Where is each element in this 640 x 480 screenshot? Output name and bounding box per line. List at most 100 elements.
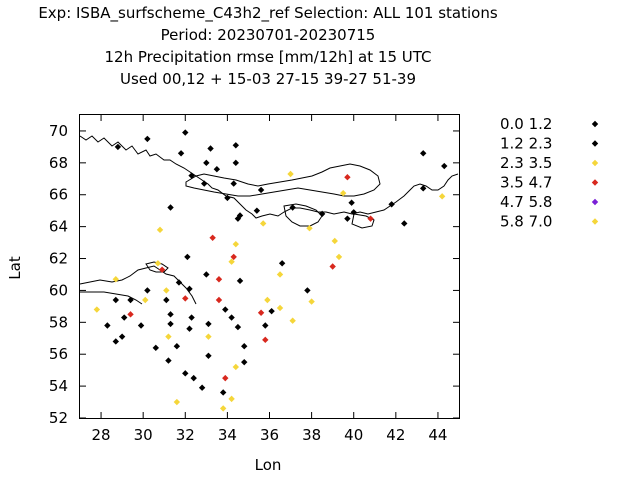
x-tick-label: 34 [218,426,237,444]
data-point [241,343,248,350]
data-point [232,240,240,248]
legend: 0.0 1.2 1.2 2.32.3 3.5 3.5 4.74.7 5.8 5.8 7… [500,115,599,231]
legend-label: 3.5 4.7 [500,174,552,192]
data-point [219,405,227,412]
title-line-4: Used 00,12 + 15-03 27-15 39-27 51-39 [119,70,416,88]
data-point [344,215,351,222]
data-point [175,279,183,286]
data-point [127,311,134,318]
data-point [104,322,111,329]
x-tick-label: 42 [386,426,405,444]
data-point [318,210,326,218]
x-tick-label: 36 [260,426,279,444]
data-point [152,344,159,352]
data-point [276,304,284,312]
legend-marker [591,140,599,147]
data-point [163,296,170,304]
data-point [163,287,170,294]
data-point [289,204,296,211]
y-tick-label: 64 [49,218,68,236]
data-point [230,253,237,261]
data-point [201,180,208,187]
y-tick-label: 60 [49,281,68,299]
data-point [262,336,269,344]
data-point [367,215,374,222]
data-point [205,333,212,340]
data-point [165,357,172,364]
data-point [137,322,145,329]
data-point [215,276,223,283]
legend-label: 4.7 5.8 [500,193,552,211]
data-point [186,325,193,332]
data-point [253,207,261,214]
data-point [350,209,357,216]
data-point [234,323,242,331]
data-point [420,185,427,192]
legend-label: 2.3 3.5 [500,154,552,172]
data-point [112,296,119,304]
data-point [339,189,347,197]
data-point [182,129,189,136]
data-point [232,363,240,371]
legend-label: 0.0 1.2 [500,115,552,133]
data-point [236,277,244,285]
data-point [167,311,174,318]
data-point [222,306,229,313]
data-point [224,194,231,202]
legend-marker [591,198,599,206]
data-point [127,296,134,304]
y-tick-label: 70 [49,122,68,140]
data-point [276,271,284,278]
data-point [232,159,240,167]
data-point [142,296,149,304]
data-point [112,276,119,283]
data-point [287,170,294,178]
data-point [335,253,343,261]
data-point [259,220,267,227]
data-point [257,309,265,316]
data-point [329,263,336,270]
data-point [167,320,174,328]
x-tick-label: 28 [92,426,111,444]
title-line-3: 12h Precipitation rmse [mm/12h] at 15 UT… [104,48,432,66]
data-point [232,142,240,149]
data-point [219,389,227,396]
data-point [209,234,216,241]
data-point [215,296,223,304]
data-point [306,225,313,232]
data-point [165,333,172,340]
data-point [262,322,269,329]
data-point [234,215,242,222]
data-point [344,173,351,181]
x-tick-label: 44 [428,426,447,444]
chart-title: Exp: ISBA_surfscheme_C43h2_ref Selection… [0,2,536,90]
x-tick-label: 38 [302,426,321,444]
legend-label: 5.8 7.0 [500,213,552,231]
y-tick-label: 54 [49,377,68,395]
data-point [441,162,448,170]
x-axis-label: Lon [255,456,282,474]
data-point [257,186,265,194]
legend-marker [591,159,599,167]
y-tick-label: 62 [49,250,68,268]
legend-marker [591,120,599,128]
data-point [144,287,151,294]
data-point [203,271,210,278]
data-point [203,159,210,167]
data-point [173,398,181,406]
data-point [213,166,221,173]
data-point [228,395,235,403]
data-point [388,201,395,208]
data-point [93,306,101,313]
data-point [205,352,212,360]
data-point [331,237,338,245]
data-point [121,314,128,321]
data-point [304,287,311,294]
data-point [222,374,229,382]
x-tick-label: 32 [176,426,195,444]
legend-marker [591,218,599,225]
y-tick-label: 58 [49,313,68,331]
data-point [118,333,126,340]
data-point [241,358,248,366]
